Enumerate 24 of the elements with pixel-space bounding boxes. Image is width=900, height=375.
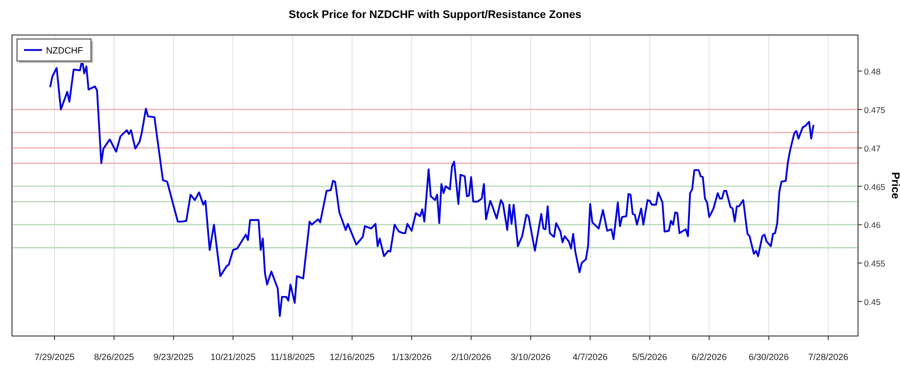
y-tick-label: 0.46 [864,220,881,230]
y-tick-label: 0.48 [864,66,881,77]
x-tick-label: 10/21/2025 [210,352,256,362]
x-tick-label: 7/28/2026 [808,352,848,362]
x-tick-label: 11/18/2025 [270,352,315,362]
y-tick-label: 0.455 [864,258,886,269]
y-tick-label: 0.45 [864,296,881,307]
x-tick-label: 7/29/2025 [34,352,75,362]
y-tick-label: 0.475 [864,104,886,115]
x-tick-label: 8/26/2025 [94,352,134,362]
x-tick-label: 3/10/2026 [510,352,551,362]
x-tick-label: 12/16/2025 [330,352,375,362]
x-tick-label: 2/10/2026 [451,352,492,362]
x-tick-label: 5/5/2026 [632,352,668,362]
y-tick-label: 0.465 [864,182,886,192]
x-tick-label: 4/7/2026 [572,352,608,362]
x-tick-label: 9/23/2025 [154,352,194,362]
legend-label: NZDCHF [46,46,84,56]
x-tick-label: 6/2/2026 [692,352,727,362]
y-tick-label: 0.47 [864,143,881,154]
chart-title: Stock Price for NZDCHF with Support/Resistance Zones [288,9,582,21]
y-axis-title: Price [889,172,900,199]
x-tick-label: 1/13/2026 [392,352,432,362]
x-tick-label: 6/30/2026 [748,352,789,362]
